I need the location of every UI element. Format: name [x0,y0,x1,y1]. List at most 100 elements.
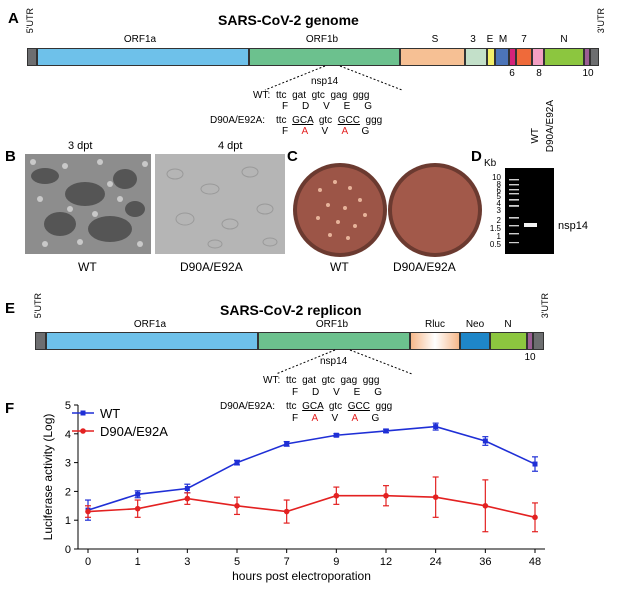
replicon-wt-seq: ttc gat gtc gag ggg [286,375,380,386]
genome-5utr-block [27,48,37,66]
chart-series [85,422,538,533]
data-point [383,428,389,434]
genome-mut-aa: F A V A G [282,126,369,137]
genome-mut-end: ggg [365,115,383,126]
x-tick-label: 3 [184,556,190,568]
genome-nsp14-label: nsp14 [311,76,339,87]
genome-6-label: 6 [509,68,515,79]
d-marker-1-5: 1.5 [489,224,501,233]
y-ticks: 0 1 2 3 4 5 [65,400,78,556]
b-mutant-caption: D90A/E92A [180,260,243,274]
replicon-n-block [490,332,527,350]
d-band-label: nsp14 [558,220,588,232]
genome-8-label: 8 [536,68,542,79]
x-tick-label: 48 [529,556,541,568]
replicon-wt-label: WT: [263,375,281,386]
genome-n-block [544,48,584,66]
replicon-neo-block [460,332,490,350]
y-tick-label: 3 [65,458,71,470]
replicon-orf1a-block [46,332,258,350]
genome-m-label: M [498,34,508,45]
panel-c-label: C [287,148,298,165]
x-axis-label: hours post electroporation [232,569,371,583]
genome-mut-codon2: GCC [337,115,360,126]
data-point [482,438,488,444]
d-lane2-label: D90A/E92A [545,100,556,153]
x-tick-label: 12 [380,556,392,568]
replicon-10-block [527,332,533,350]
c-plaque-plates [293,163,482,257]
genome-e-block [487,48,495,66]
data-point [135,491,141,497]
d-marker-6: 6 [496,186,501,195]
replicon-mut-aa-v: V [331,413,339,424]
data-point [383,492,389,499]
b-wt-micrograph [25,154,151,254]
c-mutant-caption: D90A/E92A [393,260,456,274]
data-point [184,495,191,502]
y-axis-label: Luciferase activity (Log) [41,414,55,541]
replicon-mut-aa-f: F [292,413,299,424]
d-gel [505,168,554,254]
data-point [482,503,489,509]
genome-title: SARS-CoV-2 genome [218,12,359,28]
genome-mut-aa-g: G [361,126,370,137]
replicon-mut-aa-g: G [371,413,380,424]
b-mutant-micrograph [155,154,285,254]
replicon-10-label: 10 [524,352,536,363]
replicon-title: SARS-CoV-2 replicon [220,302,362,318]
genome-mut-aa-v: V [321,126,329,137]
genome-3-block [465,48,487,66]
genome-e-label: E [486,34,494,45]
replicon-n-label: N [504,319,512,330]
data-point [85,508,91,515]
genome-3-label: 3 [470,34,476,45]
data-point [234,460,240,466]
replicon-mut-label: D90A/E92A: [220,401,276,412]
series-line [87,494,536,519]
x-ticks: 0 1 3 5 7 9 12 24 36 48 [85,549,541,568]
series-line [87,425,536,511]
genome-nsp14-callout [264,65,403,91]
legend-label: D90A/E92A [100,424,168,439]
genome-mut-codon1: GCA [292,115,314,126]
replicon-wt-aa: F D V E G [292,387,383,398]
x-tick-label: 1 [135,556,141,568]
series-mutant [85,476,538,533]
data-point [532,514,538,521]
data-point [532,461,538,467]
genome-wt-aa: F D V E G [282,101,373,112]
x-tick-label: 5 [234,556,240,568]
y-tick-label: 2 [65,486,71,498]
genome-orf1b-label: ORF1b [305,34,339,45]
replicon-mut-aa-a2: A [351,413,358,424]
replicon-orf1a-label: ORF1a [133,319,167,330]
replicon-mut-codon1: GCA [302,401,324,412]
replicon-mut-seq: ttc GCA gtc GCC ggg [286,401,392,412]
replicon-mut-end: ggg [375,401,393,412]
genome-mut-seq: ttc GCA gtc GCC ggg [276,115,382,126]
data-point [284,441,290,447]
genome-mut-mid: gtc [318,115,333,126]
replicon-5utr-block [35,332,46,350]
y-tick-label: 5 [65,400,71,412]
y-tick-label: 1 [65,515,71,527]
genome-7-block [516,48,532,66]
replicon-3utr-block [533,332,544,350]
replicon-3utr-label: 3'UTR [540,293,550,319]
replicon-mut-aa: F A V A G [292,413,379,424]
d-marker-4: 4 [496,199,501,208]
panel-e-label: E [5,300,16,317]
data-point [432,494,439,500]
panel-f-label: F [5,400,15,417]
data-point [333,432,339,438]
d-marker-8: 8 [496,180,501,189]
genome-m-block [495,48,509,66]
replicon-nsp14-callout [275,349,413,375]
genome-orf1b-block [249,48,400,66]
genome-mut-aa-f: F [282,126,289,137]
x-tick-label: 24 [430,556,442,568]
data-point [134,505,141,512]
x-tick-label: 9 [333,556,339,568]
panel-d-label: D [471,148,482,165]
